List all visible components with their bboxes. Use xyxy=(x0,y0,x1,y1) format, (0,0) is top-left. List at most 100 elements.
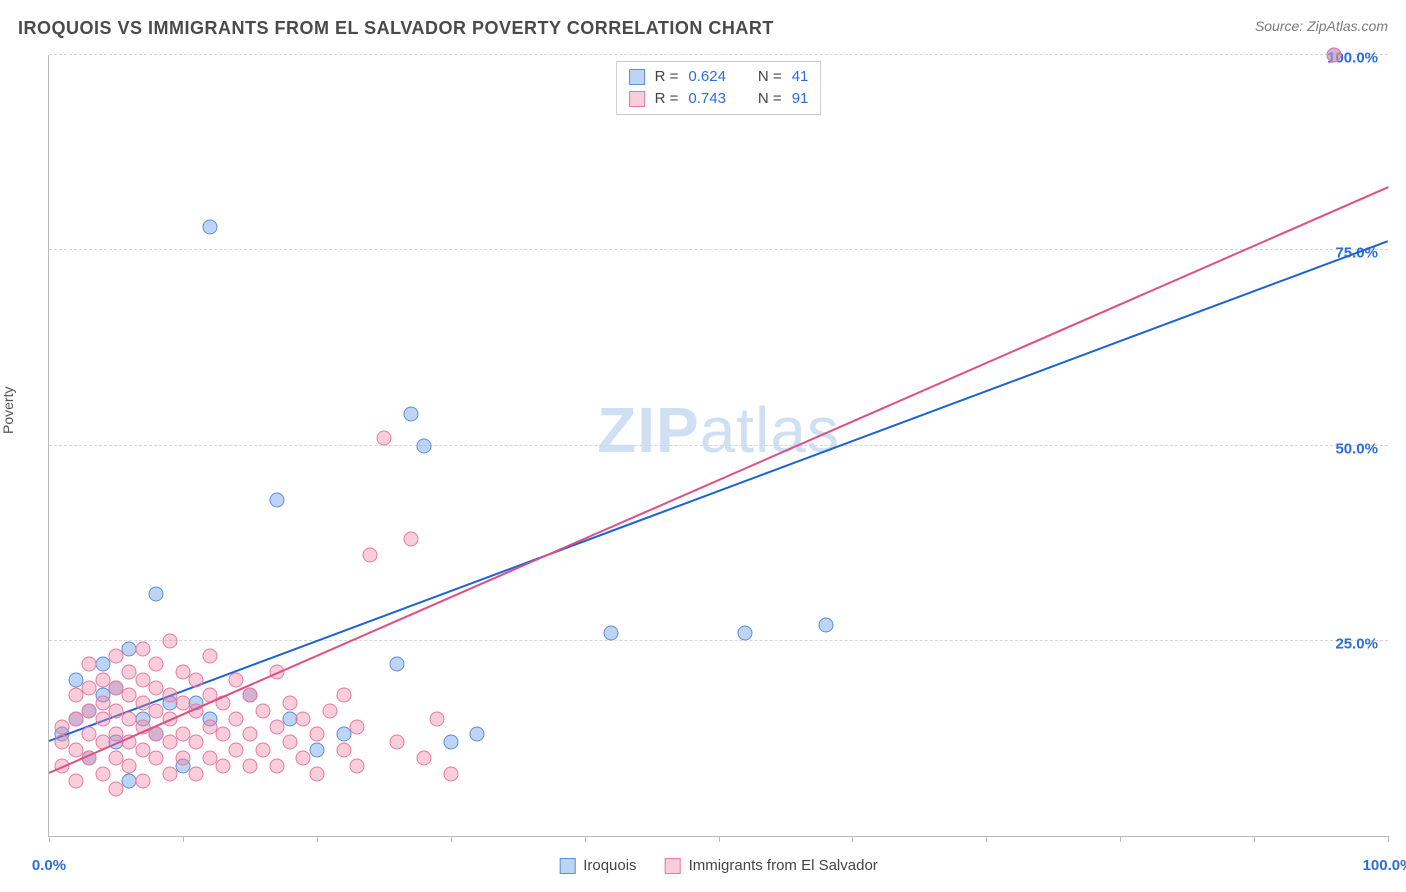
data-point xyxy=(309,727,324,742)
data-point xyxy=(229,711,244,726)
data-point xyxy=(390,735,405,750)
legend-item-iroquois: Iroquois xyxy=(559,857,636,874)
r-value-elsalvador: 0.743 xyxy=(688,88,726,110)
r-value-iroquois: 0.624 xyxy=(688,66,726,88)
data-point xyxy=(443,735,458,750)
data-point xyxy=(336,743,351,758)
gridline xyxy=(49,445,1388,446)
data-point xyxy=(162,766,177,781)
data-point xyxy=(269,758,284,773)
data-point xyxy=(296,750,311,765)
legend-swatch-iroquois xyxy=(559,858,575,874)
data-point xyxy=(68,688,83,703)
data-point xyxy=(108,649,123,664)
source-name: ZipAtlas.com xyxy=(1307,18,1388,34)
watermark-light: atlas xyxy=(700,394,840,466)
data-point xyxy=(135,774,150,789)
data-point xyxy=(229,743,244,758)
data-point xyxy=(283,735,298,750)
n-value-iroquois: 41 xyxy=(792,66,809,88)
data-point xyxy=(376,430,391,445)
data-point xyxy=(68,774,83,789)
data-point xyxy=(604,625,619,640)
r-label: R = xyxy=(655,66,679,88)
data-point xyxy=(323,704,338,719)
data-point xyxy=(269,719,284,734)
data-point xyxy=(242,727,257,742)
n-value-elsalvador: 91 xyxy=(792,88,809,110)
chart-title: IROQUOIS VS IMMIGRANTS FROM EL SALVADOR … xyxy=(18,18,774,39)
x-tick xyxy=(317,836,318,842)
data-point xyxy=(283,696,298,711)
data-point xyxy=(416,438,431,453)
n-label: N = xyxy=(758,66,782,88)
scatter-plot-area: ZIPatlas R = 0.624 N = 41 R = 0.743 N = … xyxy=(48,55,1388,837)
gridline xyxy=(49,54,1388,55)
correlation-legend: R = 0.624 N = 41 R = 0.743 N = 91 xyxy=(616,61,822,115)
legend-swatch-elsalvador xyxy=(665,858,681,874)
data-point xyxy=(1327,48,1342,63)
data-point xyxy=(738,625,753,640)
data-point xyxy=(309,743,324,758)
legend-row-elsalvador: R = 0.743 N = 91 xyxy=(629,88,809,110)
data-point xyxy=(82,657,97,672)
gridline xyxy=(49,249,1388,250)
data-point xyxy=(390,657,405,672)
data-point xyxy=(108,782,123,797)
regression-line xyxy=(49,186,1389,774)
data-point xyxy=(149,586,164,601)
data-point xyxy=(470,727,485,742)
x-tick xyxy=(852,836,853,842)
data-point xyxy=(403,407,418,422)
legend-item-elsalvador: Immigrants from El Salvador xyxy=(665,857,878,874)
regression-line xyxy=(49,241,1389,743)
data-point xyxy=(162,633,177,648)
y-tick-label: 50.0% xyxy=(1335,440,1378,457)
data-point xyxy=(349,719,364,734)
data-point xyxy=(363,547,378,562)
data-point xyxy=(336,688,351,703)
source-prefix: Source: xyxy=(1255,18,1307,34)
data-point xyxy=(189,735,204,750)
watermark: ZIPatlas xyxy=(597,393,840,467)
data-point xyxy=(95,711,110,726)
data-point xyxy=(242,688,257,703)
x-tick xyxy=(451,836,452,842)
data-point xyxy=(149,750,164,765)
x-tick xyxy=(1254,836,1255,842)
data-point xyxy=(82,680,97,695)
data-point xyxy=(296,711,311,726)
x-tick xyxy=(49,836,50,842)
legend-swatch-elsalvador xyxy=(629,91,645,107)
data-point xyxy=(349,758,364,773)
data-point xyxy=(309,766,324,781)
series-legend: Iroquois Immigrants from El Salvador xyxy=(559,857,878,874)
chart-header: IROQUOIS VS IMMIGRANTS FROM EL SALVADOR … xyxy=(18,18,1388,39)
data-point xyxy=(202,219,217,234)
legend-row-iroquois: R = 0.624 N = 41 xyxy=(629,66,809,88)
data-point xyxy=(68,711,83,726)
data-point xyxy=(256,704,271,719)
data-point xyxy=(242,758,257,773)
data-point xyxy=(162,735,177,750)
x-tick-label: 0.0% xyxy=(32,857,66,874)
data-point xyxy=(149,657,164,672)
data-point xyxy=(229,672,244,687)
x-tick xyxy=(719,836,720,842)
x-tick xyxy=(986,836,987,842)
x-tick-label: 100.0% xyxy=(1363,857,1406,874)
source-attribution: Source: ZipAtlas.com xyxy=(1255,18,1388,34)
data-point xyxy=(216,727,231,742)
data-point xyxy=(269,493,284,508)
data-point xyxy=(189,766,204,781)
x-tick xyxy=(1388,836,1389,842)
data-point xyxy=(818,618,833,633)
x-tick xyxy=(1120,836,1121,842)
watermark-bold: ZIP xyxy=(597,394,700,466)
data-point xyxy=(135,641,150,656)
data-point xyxy=(55,719,70,734)
data-point xyxy=(403,532,418,547)
legend-label-iroquois: Iroquois xyxy=(583,857,636,874)
data-point xyxy=(202,649,217,664)
y-axis-label: Poverty xyxy=(0,387,16,434)
